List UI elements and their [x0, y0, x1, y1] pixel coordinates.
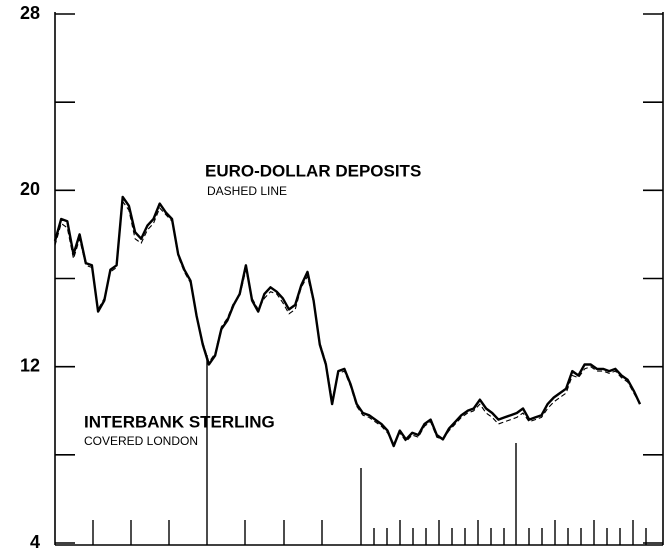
y-tick-label: 4 [30, 532, 40, 550]
y-tick-label: 28 [20, 3, 40, 23]
series-label: INTERBANK STERLING [84, 412, 275, 431]
series-line [54, 200, 641, 445]
series-note: DASHED LINE [207, 184, 287, 198]
series-label: EURO-DOLLAR DEPOSITS [205, 161, 421, 180]
y-tick-label: 20 [20, 179, 40, 199]
series-line [53, 195, 642, 448]
y-tick-label: 12 [20, 355, 40, 375]
time-ticks [92, 355, 647, 545]
series-note: COVERED LONDON [84, 434, 198, 448]
